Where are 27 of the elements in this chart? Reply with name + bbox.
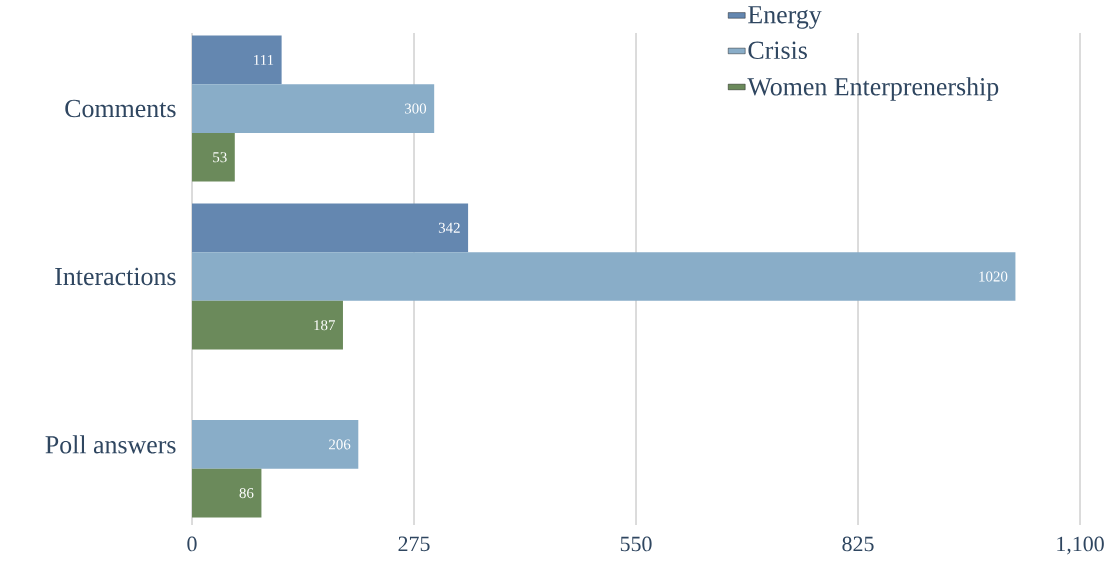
bar <box>192 35 282 85</box>
data-label: 53 <box>213 152 227 163</box>
data-label: 300 <box>404 103 427 114</box>
data-label: 86 <box>239 488 254 499</box>
x-tick-label: 550 <box>620 536 652 552</box>
data-label: 111 <box>254 54 274 65</box>
legend-label: Women Enterprenership <box>747 77 999 101</box>
x-tick-label: 1,100 <box>1057 536 1104 555</box>
bar <box>192 203 469 253</box>
data-label: 187 <box>314 320 335 331</box>
legend-label: Crisis <box>748 41 807 60</box>
bar <box>192 252 1016 301</box>
x-tick-label: 275 <box>398 536 430 552</box>
y-tick-label: Interactions <box>55 267 176 286</box>
y-tick-label: Comments <box>65 99 176 118</box>
data-label: 1020 <box>979 271 1008 282</box>
bar <box>192 132 235 182</box>
bar <box>192 84 435 133</box>
y-tick-label: Poll answers <box>45 435 176 454</box>
legend-label: Energy <box>748 6 822 29</box>
x-tick-label: 0 <box>187 536 197 552</box>
x-tick-label: 825 <box>842 536 874 552</box>
bar <box>192 420 359 469</box>
data-label: 206 <box>329 439 351 450</box>
data-label: 342 <box>438 222 460 233</box>
bar <box>192 468 262 518</box>
bar <box>192 300 343 350</box>
